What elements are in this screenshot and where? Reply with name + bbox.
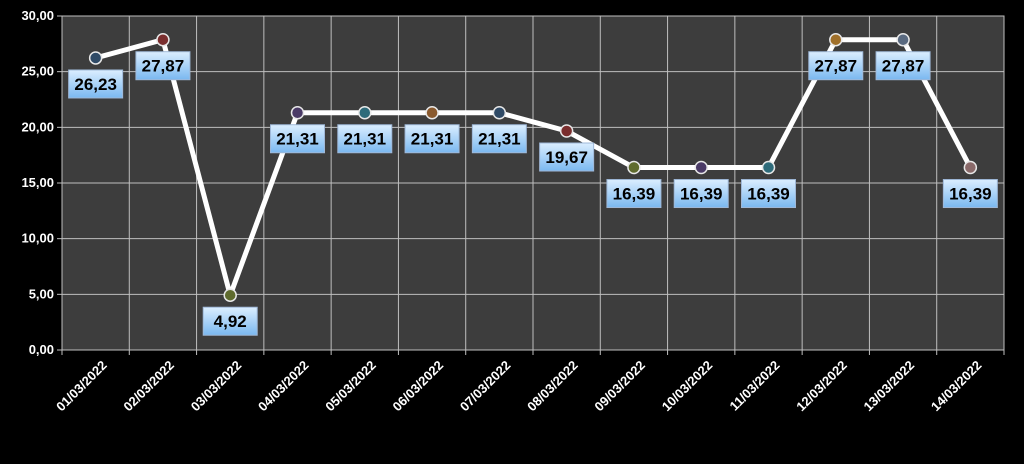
data-point [88,51,103,65]
y-tick-label: 20,00 [21,119,54,134]
data-point [627,160,641,175]
data-label-box [471,124,527,154]
data-label: 27,87 [815,57,858,76]
data-point [761,160,776,175]
y-tick-label: 0,00 [29,342,54,357]
y-axis: 0,00 5,00 10,00 15,00 20,00 25,00 30,00 [21,8,62,357]
y-tick-label: 5,00 [29,286,54,301]
data-point [829,32,843,47]
data-label: 16,39 [747,185,790,204]
data-label-box [202,306,258,336]
data-label: 19,67 [545,148,588,167]
x-tick-label: 05/03/2022 [322,358,379,415]
x-tick-label: 10/03/2022 [659,358,716,415]
x-axis: 01/03/2022 02/03/2022 03/03/2022 04/03/2022… [53,350,1005,415]
y-tick-label: 15,00 [21,175,54,190]
data-label: 27,87 [142,57,185,76]
data-label-box [270,124,325,154]
data-labels: 26,23 27,87 4,92 21,31 21,31 21,31 21,31 19,67 1… [68,51,998,336]
data-point [223,288,237,302]
x-tick-label: 02/03/2022 [120,358,177,415]
data-label: 4,92 [214,312,247,331]
x-tick-label: 07/03/2022 [457,358,514,415]
data-point [156,32,170,47]
data-point [694,160,708,175]
data-label: 16,39 [613,185,656,204]
data-label-box [135,51,191,81]
data-label-box [68,69,124,99]
data-label-box [539,142,595,172]
data-point [559,124,574,138]
data-label-box [808,51,864,81]
x-tick-label: 11/03/2022 [727,358,783,414]
data-point [492,105,507,120]
x-tick-label: 09/03/2022 [591,358,648,415]
y-tick-label: 25,00 [21,64,54,79]
data-label-box [337,124,393,154]
x-tick-label: 01/03/2022 [53,358,110,415]
data-label-box [942,179,998,209]
data-point [425,105,439,120]
data-label: 16,39 [680,185,723,204]
data-label-box [404,124,460,154]
data-label-box [741,179,796,209]
y-tick-label: 30,00 [21,8,54,23]
data-label: 16,39 [949,185,992,204]
data-label: 21,31 [411,130,454,149]
data-point [358,105,372,120]
data-label: 26,23 [74,75,117,94]
data-label: 21,31 [478,130,521,149]
x-tick-label: 12/03/2022 [793,358,850,415]
x-tick-label: 08/03/2022 [524,358,581,415]
data-label: 27,87 [882,57,925,76]
data-label: 21,31 [276,130,319,149]
data-label-box [875,51,931,81]
x-tick-label: 04/03/2022 [255,358,312,415]
data-label-box [673,179,729,209]
x-tick-label: 06/03/2022 [390,358,447,415]
y-tick-label: 10,00 [21,231,54,246]
data-label-box [606,179,662,209]
data-label: 21,31 [344,130,387,149]
data-point [290,105,305,120]
data-point [896,32,910,47]
x-tick-label: 14/03/2022 [928,358,985,415]
x-tick-label: 13/03/2022 [861,358,918,415]
data-point [963,160,978,175]
x-tick-label: 03/03/2022 [188,358,245,415]
